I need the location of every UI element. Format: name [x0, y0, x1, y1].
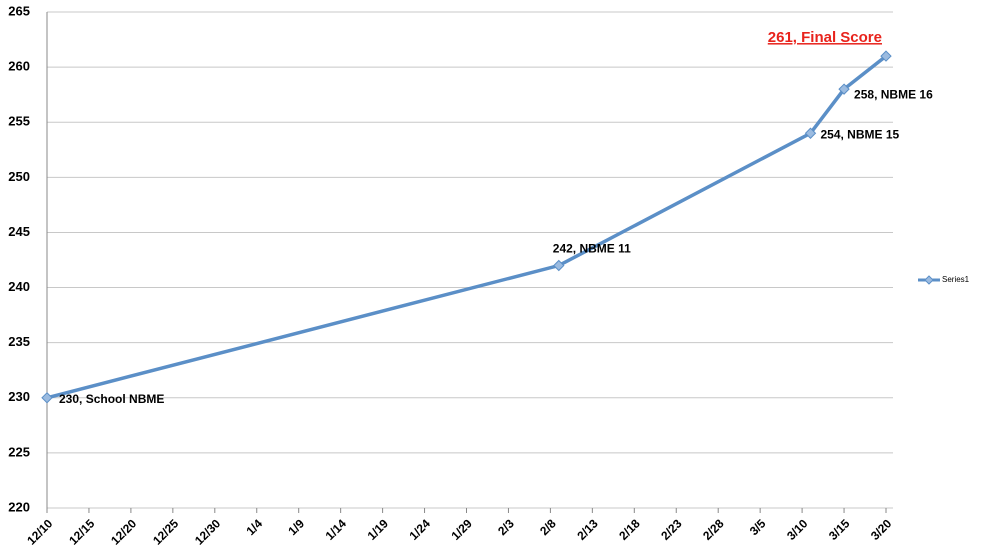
point-marker: [41, 392, 53, 404]
y-tick-label: 245: [8, 224, 30, 239]
x-tick-label: 2/28: [700, 516, 727, 543]
data-label: 230, School NBME: [59, 392, 164, 406]
data-label: 254, NBME 15: [820, 127, 899, 141]
point-marker: [804, 127, 817, 139]
y-tick-label: 225: [8, 444, 30, 459]
x-tick-label: 1/19: [365, 516, 392, 543]
x-tick-label: 12/10: [24, 516, 55, 547]
x-tick-label: 1/9: [285, 516, 307, 538]
x-tick-label: 1/29: [448, 516, 475, 543]
x-tick-label: 12/20: [108, 516, 139, 547]
y-tick-label: 265: [8, 3, 30, 18]
x-tick-label: 1/24: [406, 516, 433, 543]
x-tick-label: 2/13: [574, 516, 601, 543]
y-tick-label: 220: [8, 499, 30, 514]
legend-marker: [924, 275, 934, 285]
x-tick-label: 1/4: [243, 516, 265, 538]
data-label: 258, NBME 16: [854, 87, 933, 101]
point-marker: [838, 83, 850, 95]
y-tick-label: 240: [8, 279, 30, 294]
x-tick-label: 3/20: [868, 516, 895, 543]
x-tick-label: 2/18: [616, 516, 643, 543]
x-tick-label: 2/3: [495, 516, 517, 538]
x-tick-label: 1/14: [323, 516, 350, 543]
data-label: 242, NBME 11: [553, 242, 631, 256]
data-label: 261, Final Score: [768, 29, 882, 46]
x-tick-label: 3/15: [826, 516, 853, 543]
point-marker: [880, 50, 892, 62]
point-marker: [553, 259, 565, 272]
y-tick-label: 260: [8, 59, 30, 74]
series-line: [46, 54, 888, 400]
y-tick-label: 235: [8, 334, 30, 349]
x-tick-label: 12/25: [150, 516, 181, 547]
y-tick-label: 250: [8, 169, 30, 184]
y-tick-label: 255: [8, 114, 30, 129]
x-tick-label: 3/10: [784, 516, 811, 543]
x-tick-label: 12/30: [192, 516, 223, 547]
x-tick-label: 2/23: [658, 516, 685, 543]
x-tick-label: 12/15: [66, 516, 97, 547]
legend-label: Series1: [942, 275, 970, 284]
x-tick-label: 2/8: [537, 516, 559, 538]
x-tick-label: 3/5: [747, 516, 769, 538]
y-tick-label: 230: [8, 389, 30, 404]
